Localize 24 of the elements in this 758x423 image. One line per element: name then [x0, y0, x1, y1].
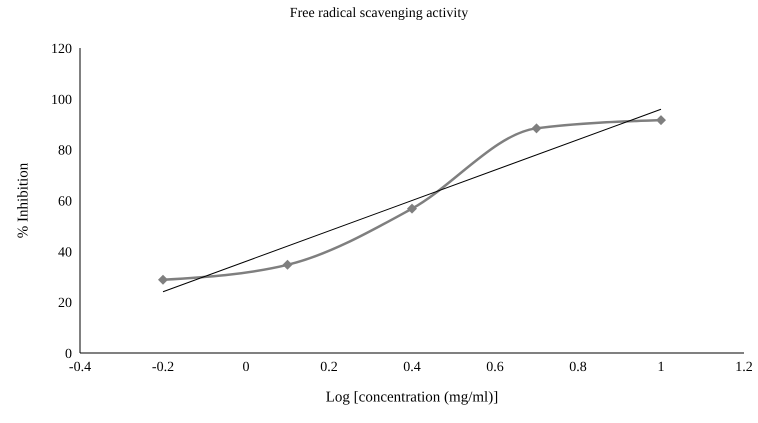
point — [407, 204, 417, 214]
x-tick-label: 1 — [658, 360, 664, 375]
x-tick-label: 0.4 — [403, 360, 421, 375]
point — [532, 123, 542, 134]
x-tick-label: 1.2 — [735, 360, 753, 375]
y-tick-label: 80 — [58, 144, 72, 159]
x-tick-label: -0.2 — [152, 360, 174, 375]
point — [282, 260, 292, 270]
y-tick-label: 20 — [58, 296, 72, 312]
chart-title: Free radical scavenging activity — [288, 6, 470, 22]
y-tick-label: 100 — [51, 92, 72, 108]
x-axis-title: Log [concentration (mg/ml)] — [326, 390, 498, 406]
x-tick-label: 0 — [242, 360, 250, 375]
y-tick-label: 60 — [58, 194, 72, 210]
y-tick-label: 40 — [58, 245, 72, 260]
x-tick-label: 0.2 — [320, 360, 338, 375]
y-tick-label: 120 — [51, 42, 72, 57]
x-tick-label: 0.8 — [569, 360, 587, 375]
point — [656, 115, 666, 126]
point — [158, 274, 168, 285]
x-tick-label: -0.4 — [68, 360, 92, 375]
y-axis-title: % Inhibition — [15, 162, 32, 238]
x-tick-label: 0.6 — [486, 360, 504, 375]
y-tick-label: 0 — [65, 346, 72, 362]
